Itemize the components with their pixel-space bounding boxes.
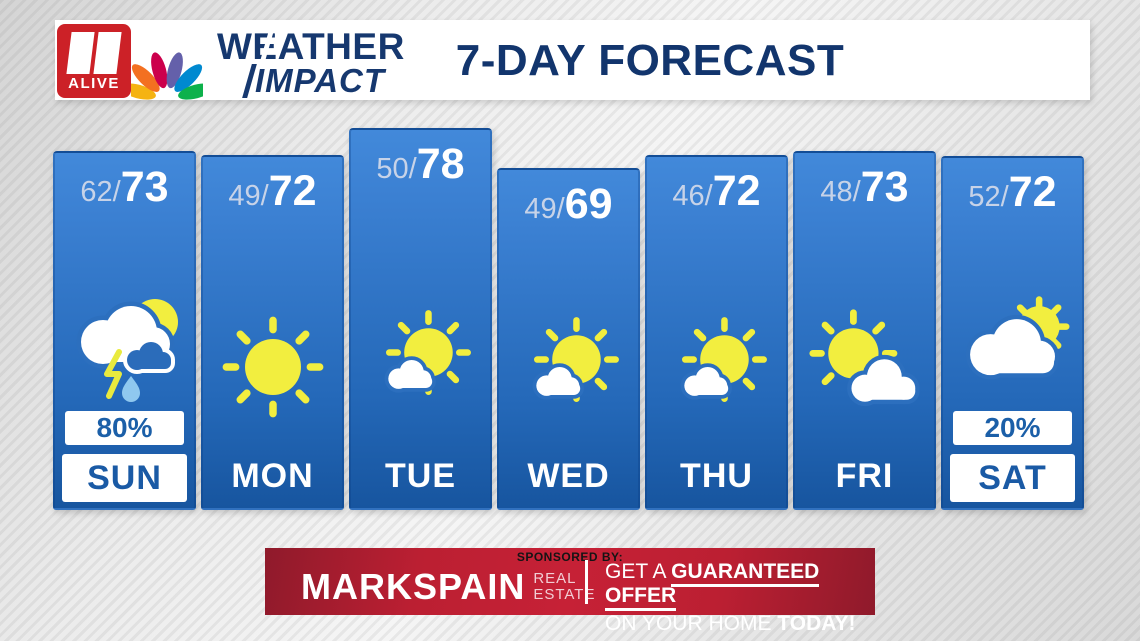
day-label-fri: FRI: [835, 457, 894, 495]
day-label-wed: WED: [527, 457, 610, 495]
sponsor-logo: MARKSPAIN REAL ESTATE: [301, 566, 595, 608]
forecast-column-wed: 49/69 WED: [497, 168, 640, 510]
low-temp: 50: [376, 153, 409, 185]
high-temp: 73: [860, 163, 909, 211]
high-temp: 72: [268, 167, 317, 215]
sponsor-name-suffix: REAL ESTATE: [533, 571, 595, 603]
low-temp: 46: [672, 180, 705, 212]
nbc-peacock-icon: [131, 52, 203, 100]
temps-sat: 52/72: [943, 168, 1082, 217]
day-label-sat: SAT: [950, 454, 1075, 502]
high-temp: 69: [564, 180, 613, 228]
sponsor-offer-text: GET A GUARANTEED OFFER ON YOUR HOME TODA…: [605, 560, 875, 636]
sponsored-by-label: SPONSORED BY:: [516, 550, 624, 564]
low-temp: 48: [820, 176, 853, 208]
forecast-column-sun: 62/73 80% SUN: [53, 151, 196, 510]
temps-thu: 46/72: [647, 167, 786, 216]
temps-mon: 49/72: [203, 167, 342, 216]
offer-line2-prefix: ON YOUR HOME: [605, 612, 778, 635]
temp-separator: /: [1000, 181, 1009, 213]
mostly-cloudy-icon: [965, 293, 1071, 380]
forecast-column-tue: 50/78 TUE: [349, 128, 492, 510]
forecast-column-thu: 46/72 THU: [645, 155, 788, 510]
station-logo-11alive: ALIVE: [57, 24, 131, 98]
sun-icon: [216, 311, 329, 423]
high-temp: 73: [120, 163, 169, 211]
offer-line2-emphasis: TODAY!: [777, 612, 856, 635]
forecast-column-sat: 52/72 20% SAT: [941, 156, 1084, 510]
day-label-sun: SUN: [62, 454, 187, 502]
sponsor-name: MARKSPAIN: [301, 566, 526, 607]
offer-line1-emphasis: GUARANTEED OFFER: [605, 560, 820, 611]
weather-impact-brand: WEATHER IMPACT: [207, 24, 437, 99]
sponsor-suffix-line1: REAL: [533, 570, 577, 587]
page-title: 7-DAY FORECAST: [455, 36, 845, 85]
offer-line-2: ON YOUR HOME TODAY!: [605, 612, 875, 636]
divider: [585, 560, 588, 604]
day-label-mon: MON: [231, 457, 314, 495]
temp-separator: /: [556, 193, 565, 225]
temp-separator: /: [112, 176, 121, 208]
temps-tue: 50/78: [351, 140, 490, 189]
temp-separator: /: [260, 180, 269, 212]
forecast-column-mon: 49/72 MON: [201, 155, 344, 510]
high-temp: 72: [1008, 168, 1057, 216]
sponsor-suffix-line2: ESTATE: [533, 586, 596, 603]
brand-impact-label: IMPACT: [255, 62, 386, 99]
temps-fri: 48/73: [795, 163, 934, 212]
temps-sun: 62/73: [55, 163, 194, 212]
mostly-sunny-icon: [527, 311, 625, 408]
sponsor-banner: SPONSORED BY: MARKSPAIN REAL ESTATE GET …: [265, 548, 875, 635]
high-temp: 78: [416, 140, 465, 188]
brand-weather-label: WEATHER: [217, 26, 405, 67]
mostly-sunny-icon: [379, 304, 477, 401]
forecast-column-fri: 48/73 FRI: [793, 151, 936, 510]
temp-separator: /: [852, 176, 861, 208]
mostly-sunny-icon: [675, 311, 773, 408]
precip-chance-badge: 80%: [65, 411, 184, 445]
eleven-bars-icon: [66, 32, 122, 74]
header-bar: ALIVE WEATHER IMPACT 7-DAY FORECAST: [55, 20, 1090, 100]
offer-line-1: GET A GUARANTEED OFFER: [605, 560, 875, 611]
high-temp: 72: [712, 167, 761, 215]
offer-line1-prefix: GET A: [605, 560, 672, 583]
low-temp: 52: [968, 181, 1001, 213]
day-label-thu: THU: [680, 457, 753, 495]
precip-chance-badge: 20%: [953, 411, 1072, 445]
storm-sun-rain-icon: [76, 299, 178, 403]
low-temp: 62: [80, 176, 113, 208]
station-logo-alive-label: ALIVE: [68, 75, 120, 92]
low-temp: 49: [228, 180, 261, 212]
temp-separator: /: [704, 180, 713, 212]
temp-separator: /: [408, 153, 417, 185]
low-temp: 49: [524, 193, 557, 225]
temps-wed: 49/69: [499, 180, 638, 229]
partly-cloudy-icon: [805, 307, 920, 407]
day-label-tue: TUE: [385, 457, 456, 495]
